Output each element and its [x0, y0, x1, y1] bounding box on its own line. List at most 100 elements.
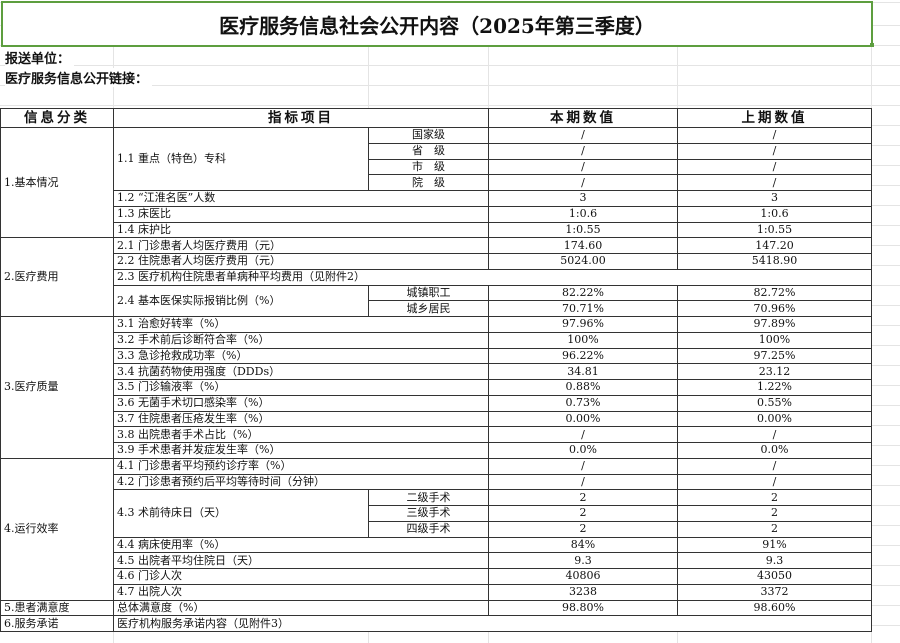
previous-value-cell[interactable]: /: [677, 457, 872, 475]
current-value-cell[interactable]: 98.80%: [488, 599, 678, 617]
indicator-cell[interactable]: 4.6 门诊人次: [113, 568, 489, 585]
current-value-cell[interactable]: 2: [488, 505, 678, 522]
header-indicator[interactable]: 指标项目: [113, 108, 489, 128]
previous-value-cell[interactable]: 9.3: [677, 552, 872, 569]
previous-value-cell[interactable]: 147.20: [677, 237, 872, 254]
current-value-cell[interactable]: /: [488, 426, 678, 443]
indicator-cell[interactable]: 3.9 手术患者并发症发生率（%）: [113, 442, 489, 459]
previous-value-cell[interactable]: 70.96%: [677, 300, 872, 317]
previous-value-cell[interactable]: /: [677, 174, 872, 191]
current-value-cell[interactable]: 1:0.55: [488, 221, 678, 239]
indicator-cell[interactable]: 4.4 病床使用率（%）: [113, 536, 489, 554]
indicator-cell[interactable]: 1.2 “江淮名医”人数: [113, 190, 489, 207]
indicator-cell[interactable]: 4.7 出院人次: [113, 583, 489, 601]
previous-value-cell[interactable]: 2: [677, 520, 872, 538]
previous-value-cell[interactable]: 0.0%: [677, 442, 872, 459]
sub-indicator-cell[interactable]: 省 级: [368, 142, 489, 160]
indicator-cell[interactable]: 2.2 住院患者人均医疗费用（元）: [113, 253, 489, 270]
indicator-cell[interactable]: 4.2 门诊患者预约后平均等待时间（分钟）: [113, 473, 489, 491]
current-value-cell[interactable]: 1:0.6: [488, 205, 678, 223]
current-value-cell[interactable]: 34.81: [488, 363, 678, 380]
sub-indicator-cell[interactable]: 城乡居民: [368, 300, 489, 317]
sub-indicator-cell[interactable]: 四级手术: [368, 520, 489, 538]
header-current[interactable]: 本期数值: [488, 108, 678, 128]
indicator-cell[interactable]: 2.4 基本医保实际报销比例（%）: [113, 284, 369, 317]
previous-value-cell[interactable]: /: [677, 158, 872, 176]
indicator-cell[interactable]: 3.3 急诊抢救成功率（%）: [113, 347, 489, 365]
previous-value-cell[interactable]: 23.12: [677, 363, 872, 380]
previous-value-cell[interactable]: 1:0.6: [677, 205, 872, 223]
previous-value-cell[interactable]: 5418.90: [677, 253, 872, 270]
indicator-cell[interactable]: 1.1 重点（特色）专科: [113, 127, 369, 191]
indicator-cell[interactable]: 1.4 床护比: [113, 221, 489, 239]
indicator-cell[interactable]: 3.5 门诊输液率（%）: [113, 379, 489, 396]
current-value-cell[interactable]: 70.71%: [488, 300, 678, 317]
indicator-cell[interactable]: 3.4 抗菌药物使用强度（DDDs）: [113, 363, 489, 380]
current-value-cell[interactable]: 100%: [488, 331, 678, 349]
current-value-cell[interactable]: 174.60: [488, 237, 678, 254]
previous-value-cell[interactable]: /: [677, 473, 872, 491]
previous-value-cell[interactable]: 98.60%: [677, 599, 872, 617]
previous-value-cell[interactable]: /: [677, 127, 872, 144]
indicator-cell[interactable]: 2.1 门诊患者人均医疗费用（元）: [113, 237, 489, 254]
indicator-cell[interactable]: 4.1 门诊患者平均预约诊疗率（%）: [113, 457, 489, 475]
current-value-cell[interactable]: 40806: [488, 568, 678, 585]
previous-value-cell[interactable]: 1.22%: [677, 379, 872, 396]
indicator-cell[interactable]: 3.2 手术前后诊断符合率（%）: [113, 331, 489, 349]
category-cell[interactable]: 1.基本情况: [0, 126, 114, 239]
previous-value-cell[interactable]: 0.55%: [677, 394, 872, 412]
current-value-cell[interactable]: 84%: [488, 536, 678, 554]
indicator-cell[interactable]: 3.6 无菌手术切口感染率（%）: [113, 394, 489, 412]
previous-value-cell[interactable]: /: [677, 426, 872, 443]
previous-value-cell[interactable]: 2: [677, 489, 872, 506]
sheet-title-cell[interactable]: 医疗服务信息社会公开内容（2025年第三季度）: [1, 1, 873, 47]
indicator-cell[interactable]: 医疗机构服务承诺内容（见附件3）: [113, 615, 872, 632]
previous-value-cell[interactable]: 0.00%: [677, 410, 872, 428]
current-value-cell[interactable]: 0.00%: [488, 410, 678, 428]
indicator-cell[interactable]: 4.5 出院者平均住院日（天）: [113, 552, 489, 569]
current-value-cell[interactable]: 2: [488, 520, 678, 538]
previous-value-cell[interactable]: 97.25%: [677, 347, 872, 365]
header-previous[interactable]: 上期数值: [677, 108, 872, 128]
sub-indicator-cell[interactable]: 院 级: [368, 174, 489, 191]
current-value-cell[interactable]: 3238: [488, 583, 678, 601]
indicator-cell[interactable]: 2.3 医疗机构住院患者单病种平均费用（见附件2）: [113, 268, 872, 286]
indicator-cell[interactable]: 4.3 术前待床日（天）: [113, 489, 369, 538]
current-value-cell[interactable]: 5024.00: [488, 253, 678, 270]
current-value-cell[interactable]: 97.96%: [488, 316, 678, 333]
current-value-cell[interactable]: 82.22%: [488, 284, 678, 302]
previous-value-cell[interactable]: 3: [677, 190, 872, 207]
category-cell[interactable]: 3.医疗质量: [0, 316, 114, 459]
sub-indicator-cell[interactable]: 国家级: [368, 127, 489, 144]
category-cell[interactable]: 4.运行效率: [0, 457, 114, 601]
current-value-cell[interactable]: /: [488, 142, 678, 160]
current-value-cell[interactable]: /: [488, 127, 678, 144]
fill-handle[interactable]: [870, 43, 874, 47]
header-category[interactable]: 信息分类: [0, 108, 114, 128]
category-cell[interactable]: 6.服务承诺: [0, 615, 114, 632]
indicator-cell[interactable]: 3.1 治愈好转率（%）: [113, 316, 489, 333]
current-value-cell[interactable]: 2: [488, 489, 678, 506]
previous-value-cell[interactable]: /: [677, 142, 872, 160]
category-cell[interactable]: 5.患者满意度: [0, 599, 114, 617]
sub-indicator-cell[interactable]: 二级手术: [368, 489, 489, 506]
current-value-cell[interactable]: 96.22%: [488, 347, 678, 365]
current-value-cell[interactable]: 0.0%: [488, 442, 678, 459]
previous-value-cell[interactable]: 100%: [677, 331, 872, 349]
previous-value-cell[interactable]: 43050: [677, 568, 872, 585]
category-cell[interactable]: 2.医疗费用: [0, 237, 114, 317]
current-value-cell[interactable]: 0.73%: [488, 394, 678, 412]
indicator-cell[interactable]: 3.8 出院患者手术占比（%）: [113, 426, 489, 443]
previous-value-cell[interactable]: 91%: [677, 536, 872, 554]
current-value-cell[interactable]: /: [488, 174, 678, 191]
indicator-cell[interactable]: 1.3 床医比: [113, 205, 489, 223]
sub-indicator-cell[interactable]: 市 级: [368, 158, 489, 176]
previous-value-cell[interactable]: 82.72%: [677, 284, 872, 302]
indicator-cell[interactable]: 总体满意度（%）: [113, 599, 489, 617]
sub-indicator-cell[interactable]: 城镇职工: [368, 284, 489, 302]
current-value-cell[interactable]: 9.3: [488, 552, 678, 569]
previous-value-cell[interactable]: 1:0.55: [677, 221, 872, 239]
previous-value-cell[interactable]: 3372: [677, 583, 872, 601]
current-value-cell[interactable]: /: [488, 158, 678, 176]
current-value-cell[interactable]: /: [488, 457, 678, 475]
